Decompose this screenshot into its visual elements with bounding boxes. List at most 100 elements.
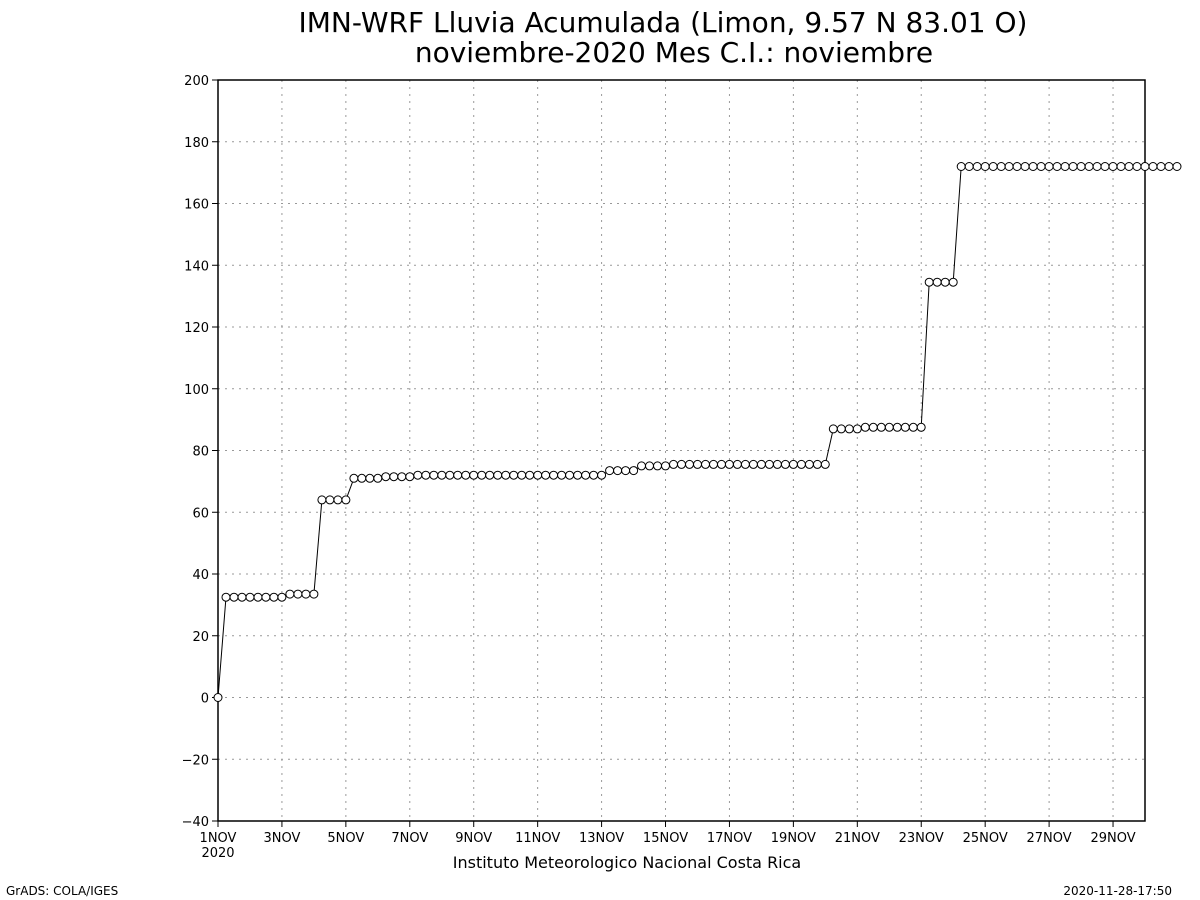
data-point [293,589,303,599]
data-point [213,693,223,702]
x-tick-label: 19NOV [771,831,816,846]
data-point [900,422,910,432]
data-point [812,459,822,469]
data-point [732,459,742,469]
data-point [501,470,511,480]
data-point [429,470,439,480]
data-point [988,162,998,171]
data-point [860,422,870,432]
data-point [1092,162,1102,171]
data-point [756,459,766,469]
y-tick-label: 0 [201,692,209,707]
data-point [301,589,311,599]
data-point [645,461,654,471]
chart-title-line2: noviembre-2020 Mes C.I.: noviembre [415,36,933,69]
data-point [780,459,790,469]
data-point [701,459,710,469]
data-point [397,472,407,482]
y-tick-label: 100 [184,383,209,398]
data-point [693,459,702,469]
data-point [924,277,934,287]
data-point [884,422,894,432]
y-tick-label: −40 [182,815,209,830]
y-tick-label: 160 [184,198,209,213]
data-point [717,459,726,469]
data-point [413,470,423,480]
data-point [421,470,431,480]
data-point [637,461,646,471]
data-point [557,470,567,480]
data-point [940,277,950,287]
data-point [685,459,694,469]
data-point [549,470,559,480]
data-point [325,495,335,505]
data-point [661,461,670,471]
data-point [573,470,583,480]
data-point [597,470,607,480]
data-point [956,162,966,171]
data-point [613,466,623,476]
data-point [669,459,678,469]
data-point [445,470,455,480]
data-point [349,473,359,483]
data-point [229,592,239,602]
data-point [373,473,383,483]
x-tick-label: 7NOV [391,831,428,846]
data-point [1084,162,1094,171]
data-point [309,589,319,599]
data-point [405,472,415,482]
data-point [1068,162,1078,171]
data-point [1044,162,1054,171]
x-tick-label: 23NOV [899,831,944,846]
data-point [509,470,519,480]
y-tick-label: 120 [184,321,209,336]
data-point [1052,162,1062,171]
footer-left: GrADS: COLA/IGES [6,884,118,898]
data-point [245,592,255,602]
data-point [948,277,958,287]
rainfall-series [213,162,1182,702]
data-point [1124,162,1134,171]
data-point [357,473,367,483]
data-point [868,422,878,432]
data-point [964,162,974,171]
data-point [437,470,447,480]
data-point [269,592,279,602]
data-point [748,459,758,469]
data-point [453,470,463,480]
x-tick-label: 25NOV [963,831,1008,846]
data-point [1116,162,1126,171]
y-tick-label: 40 [192,568,209,583]
data-point [1004,162,1014,171]
x-tick-label: 27NOV [1027,831,1072,846]
data-point [972,162,982,171]
data-point [1132,162,1142,171]
data-point [852,424,862,434]
data-point [796,459,806,469]
data-point [1100,162,1110,171]
x-tick-label: 17NOV [707,831,752,846]
data-point [365,473,375,483]
data-point [1164,162,1174,171]
chart-title-line1: IMN-WRF Lluvia Acumulada (Limon, 9.57 N … [299,6,1028,39]
data-point [1140,162,1150,171]
data-point [493,470,503,480]
x-tick-label: 15NOV [643,831,688,846]
chart-credit: Instituto Meteorologico Nacional Costa R… [453,853,801,872]
data-point [477,470,487,480]
data-point [341,495,351,505]
data-point [892,422,902,432]
y-tick-label: −20 [182,753,209,768]
data-point [253,592,263,602]
data-point [621,466,631,476]
data-point [1172,162,1182,171]
data-point [469,470,479,480]
data-point [876,422,886,432]
y-tick-label: 200 [184,74,209,89]
data-point [820,459,830,469]
data-point [772,459,782,469]
x-tick-label: 3NOV [263,831,300,846]
data-point [1108,162,1118,171]
data-point [788,459,798,469]
